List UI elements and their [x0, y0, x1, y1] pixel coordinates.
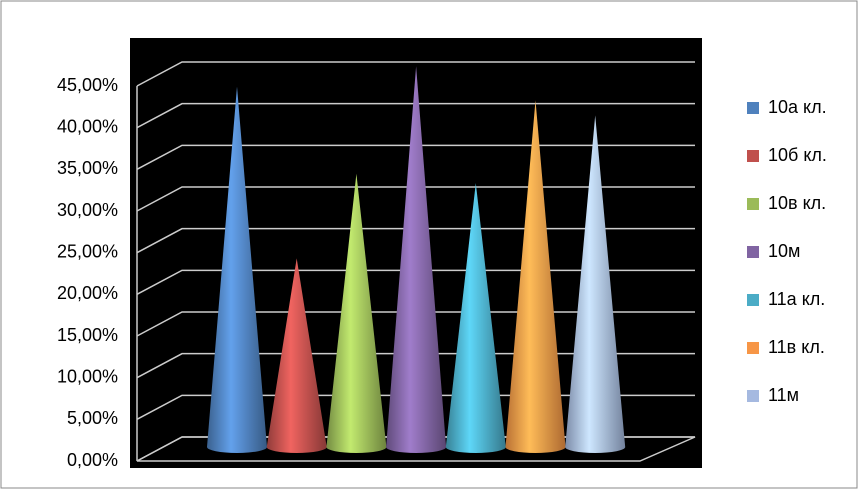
cone [505, 100, 566, 453]
legend-label: 10а кл. [768, 97, 827, 117]
cone [386, 66, 447, 453]
cone [266, 258, 327, 453]
cone [445, 183, 506, 453]
legend-swatch [747, 390, 759, 402]
y-tick-label: 25,00% [57, 241, 118, 261]
grid-line [136, 186, 695, 212]
y-tick-label: 35,00% [57, 158, 118, 178]
legend-swatch [747, 198, 759, 210]
y-tick-label: 45,00% [57, 75, 118, 95]
legend-swatch [747, 294, 759, 306]
grid-line [136, 61, 695, 87]
y-tick-label: 30,00% [57, 200, 118, 220]
legend-swatch [747, 342, 759, 354]
legend-label: 11а кл. [768, 289, 825, 309]
legend-label: 11в кл. [768, 337, 825, 357]
legend-swatch [747, 150, 759, 162]
grid-line [136, 227, 695, 254]
grid-line [136, 144, 695, 170]
y-tick-label: 20,00% [57, 283, 118, 303]
cone [207, 86, 267, 454]
legend-label: 10б кл. [768, 145, 827, 165]
legend-swatch [747, 246, 759, 258]
legend-label: 10в кл. [768, 193, 826, 213]
y-tick-label: 5,00% [67, 408, 118, 428]
y-tick-label: 10,00% [57, 366, 118, 386]
y-tick-label: 40,00% [57, 116, 118, 136]
cone [326, 173, 387, 453]
grid-line [136, 102, 695, 129]
y-tick-label: 15,00% [57, 325, 118, 345]
y-tick-label: 0,00% [67, 450, 118, 470]
legend-label: 10м [768, 241, 800, 261]
legend-swatch [747, 102, 759, 114]
legend-label: 11м [768, 385, 799, 405]
cone [565, 115, 626, 453]
